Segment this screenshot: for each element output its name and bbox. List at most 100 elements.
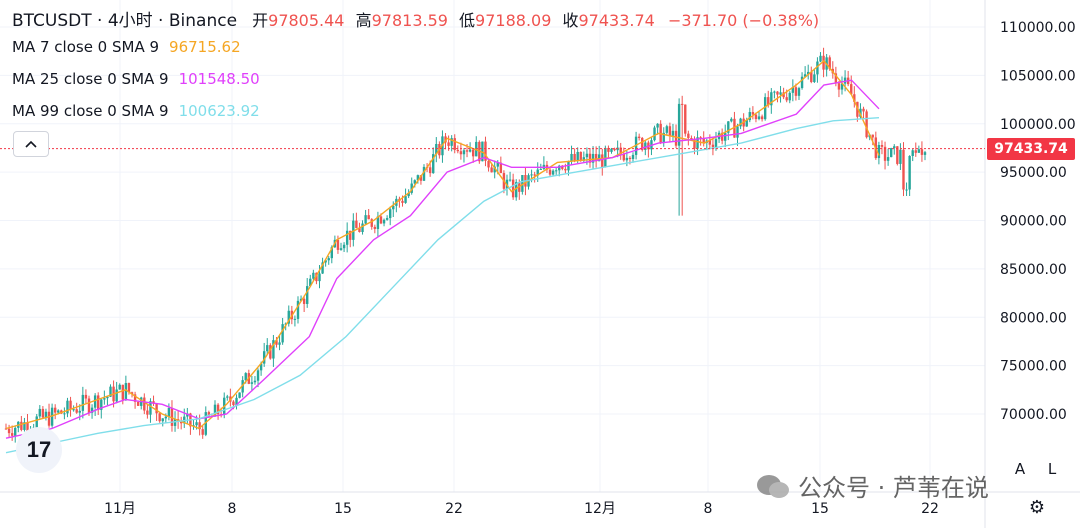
candle-body [508, 179, 512, 181]
candle-body [416, 175, 420, 181]
candle-body [496, 162, 499, 167]
candle-body [149, 401, 152, 415]
candle-body [186, 413, 189, 417]
candle-body [644, 142, 647, 150]
candle-body [216, 404, 220, 415]
candle-body [607, 147, 610, 152]
candle-body [195, 422, 198, 426]
last-price-tag: 97433.74 [987, 138, 1075, 160]
candle-body [573, 153, 576, 161]
candle-body [379, 216, 383, 224]
ma7-legend[interactable]: MA 7 close 0 SMA 9 96715.62 [12, 38, 241, 56]
candle-body [610, 148, 613, 152]
candle-body [699, 137, 702, 139]
candle-body [103, 398, 106, 400]
y-tick-label: 80000.00 [1000, 310, 1067, 326]
ma7-value: 96715.62 [169, 38, 241, 56]
candle-body [401, 200, 404, 203]
candle-body [87, 398, 91, 413]
candle-body [373, 226, 377, 229]
auto-scale-button[interactable]: A [1014, 460, 1026, 478]
candle-body [487, 160, 490, 168]
candle-body [422, 166, 426, 181]
candle-body [711, 144, 715, 148]
candle-body [914, 150, 917, 153]
candle-body [591, 153, 595, 163]
candle-body [97, 395, 100, 410]
candle-body [917, 149, 921, 153]
x-tick-label: 22 [921, 501, 939, 517]
candle-body [281, 324, 284, 343]
candle-body [4, 428, 8, 430]
candle-body [902, 149, 905, 190]
candle-body [410, 183, 413, 193]
candle-body [536, 169, 539, 176]
candle-body [152, 401, 155, 404]
y-tick-label: 100000.00 [1000, 117, 1076, 133]
candle-body [161, 418, 164, 422]
x-tick-label: 8 [228, 501, 237, 517]
candle-body [800, 76, 804, 89]
candle-body [407, 192, 410, 197]
candle-body [198, 422, 201, 430]
candle-body [840, 83, 844, 90]
x-tick-label: 15 [811, 501, 829, 517]
log-scale-button[interactable]: L [1047, 460, 1057, 478]
x-tick-label: 11月 [104, 501, 136, 517]
candle-body [484, 141, 487, 161]
candle-body [453, 138, 456, 150]
candle-body [53, 407, 57, 413]
candle-body [680, 103, 684, 105]
candle-body [807, 71, 810, 75]
candle-body [447, 142, 450, 146]
candle-body [564, 168, 567, 171]
candle-body [819, 55, 822, 62]
candle-body [419, 175, 423, 181]
watermark-text: 公众号 · 芦苇在说 [798, 474, 989, 502]
ma25-legend[interactable]: MA 25 close 0 SMA 9 101548.50 [12, 70, 260, 88]
candle-body [382, 219, 386, 224]
candle-body [342, 244, 346, 249]
candle-body [601, 154, 604, 168]
candle-body [321, 262, 324, 274]
candle-body [364, 215, 367, 224]
candle-body [244, 373, 247, 381]
candle-body [594, 153, 598, 162]
candle-body [853, 94, 856, 102]
candle-body [481, 141, 484, 162]
gear-icon[interactable]: ⚙ [1028, 496, 1046, 518]
candle-body [653, 127, 656, 141]
candle-body [306, 286, 309, 304]
candle-body [256, 370, 260, 381]
tradingview-logo-icon[interactable]: 17 [16, 427, 62, 473]
candle-body [548, 169, 552, 175]
candle-body [576, 151, 579, 161]
candle-body [696, 137, 699, 149]
candle-body [118, 384, 121, 390]
candle-body [896, 146, 899, 164]
candle-body [687, 133, 690, 139]
candle-body [100, 399, 103, 410]
candle-body [465, 150, 469, 152]
chart-header: BTCUSDT · 4小时 · Binance 开97805.44 高97813… [12, 6, 819, 31]
ma99-legend[interactable]: MA 99 close 0 SMA 9 100623.92 [12, 102, 260, 120]
candle-body [302, 298, 306, 304]
candle-body [631, 154, 635, 160]
candle-body [57, 410, 60, 413]
chart-grid [0, 0, 985, 492]
candle-body [259, 363, 263, 371]
low-value: 97188.09 [475, 11, 552, 30]
chevron-up-icon [25, 140, 37, 148]
candle-body [385, 218, 389, 220]
symbol-title[interactable]: BTCUSDT · 4小时 · Binance [12, 11, 238, 31]
candle-body [124, 383, 128, 400]
candle-body [327, 258, 330, 261]
candle-body [404, 196, 407, 203]
candle-body [238, 392, 241, 398]
candle-body [613, 148, 616, 151]
low-label: 低 [459, 11, 476, 30]
candle-body [349, 230, 352, 240]
candle-body [665, 126, 669, 133]
collapse-legend-button[interactable] [13, 131, 49, 157]
